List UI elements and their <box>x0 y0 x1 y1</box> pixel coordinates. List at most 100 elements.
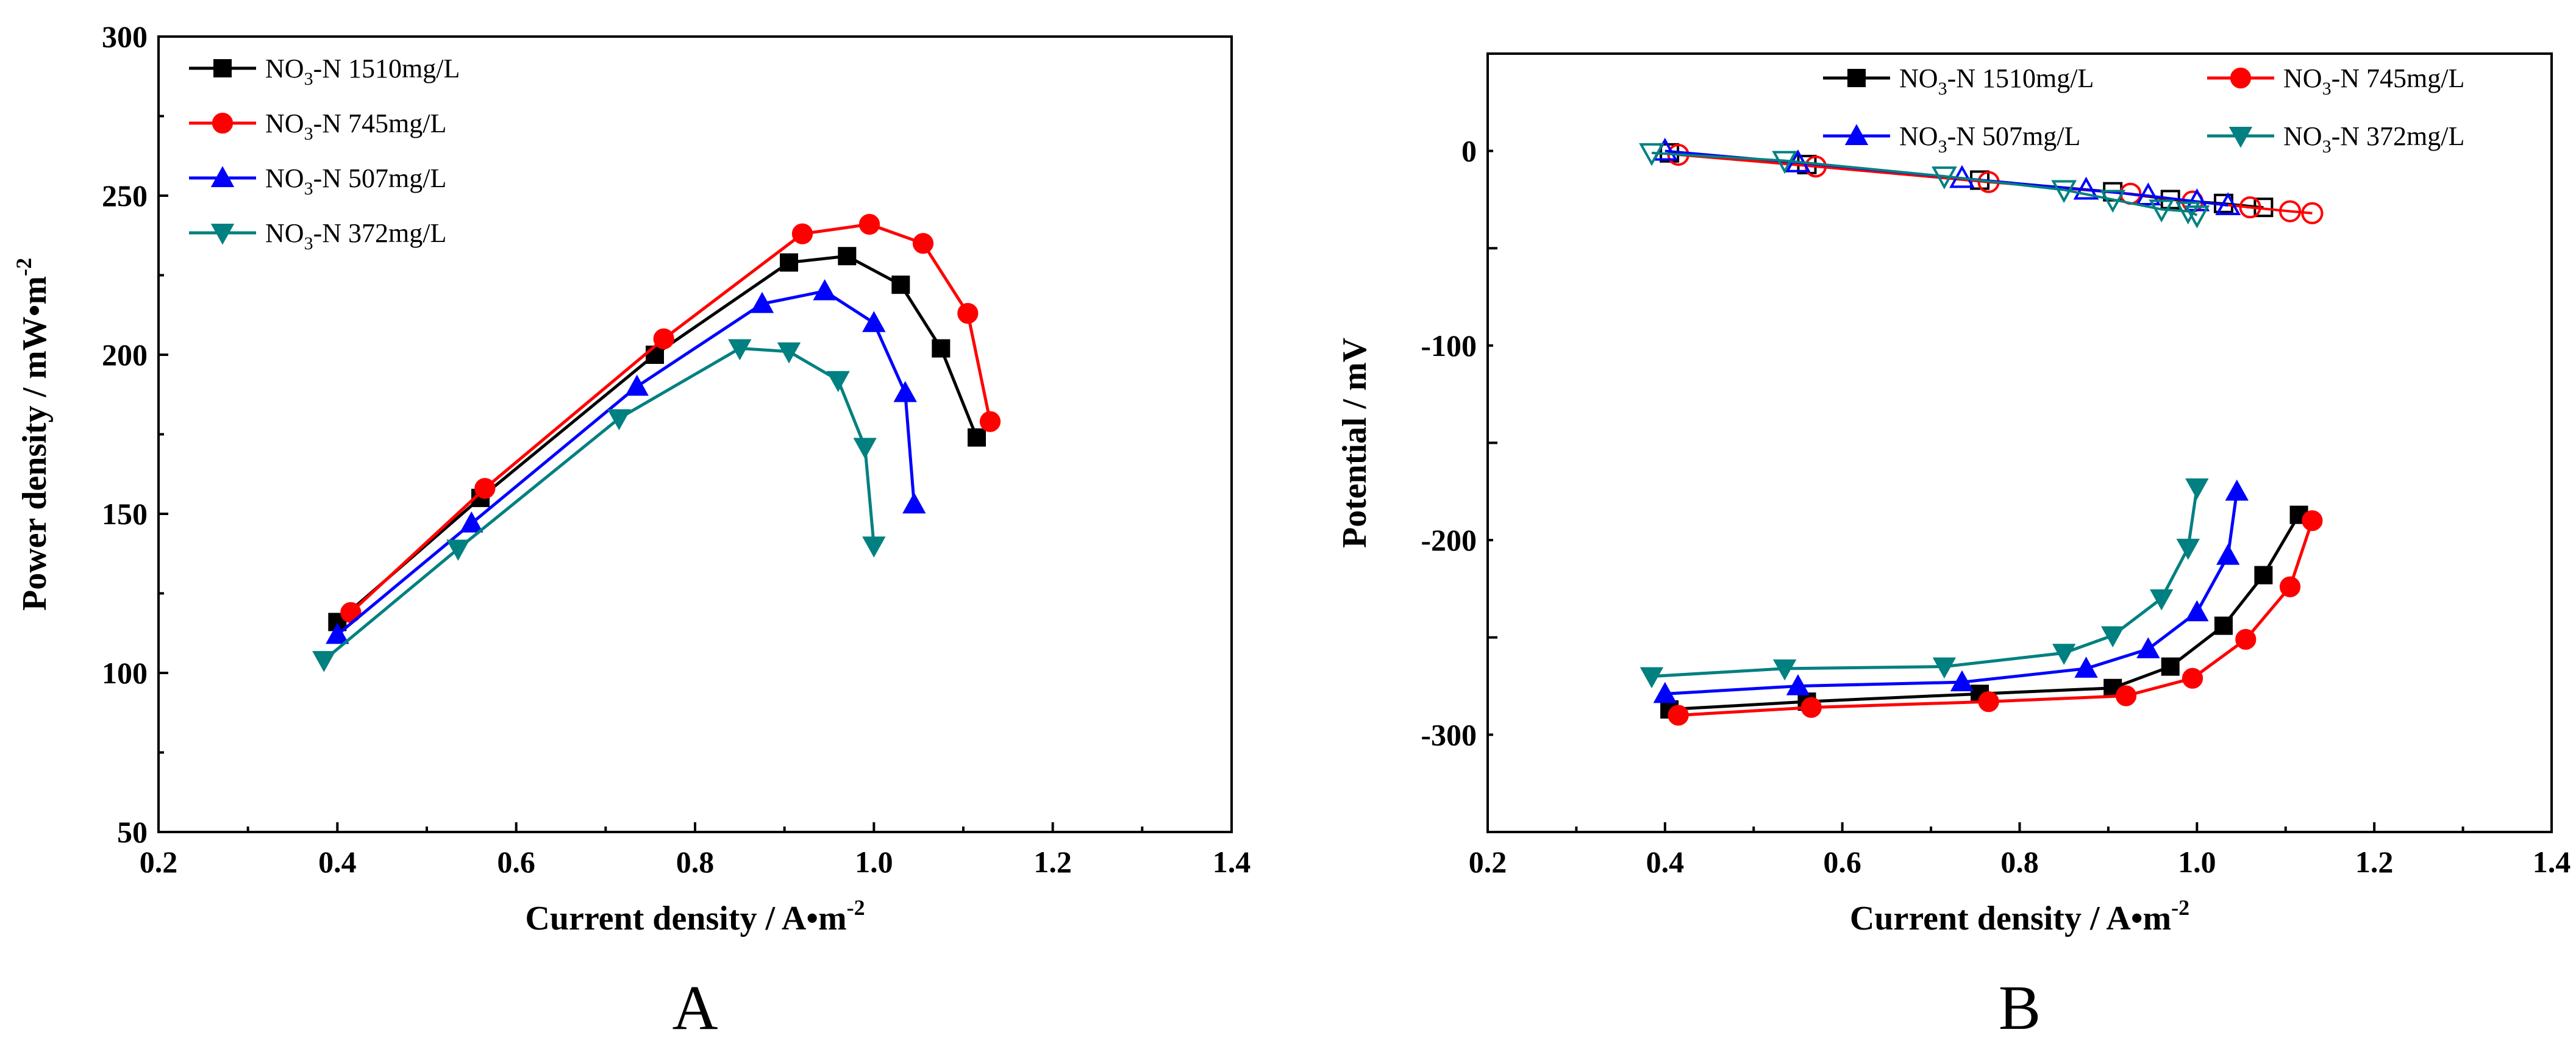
panel-b-data-point <box>2235 628 2257 650</box>
panel-b-y-tick-label: -300 <box>1421 717 1477 752</box>
panel-b-legend-label: NO3-N 745mg/L <box>2283 63 2464 99</box>
panel-b-data-point <box>2052 644 2076 665</box>
panel-a-legend-label: NO3-N 1510mg/L <box>265 54 460 89</box>
panel-a-data-point <box>838 247 857 266</box>
panel-a-power-density-chart: 0.2 0.4 0.6 0.8 1.0 1.2 1.4 50 100 150 200 250 300 Cu… <box>12 20 1251 1043</box>
panel-a-x-tick-label: 1.0 <box>855 845 893 879</box>
panel-b-data-point <box>1978 691 1999 713</box>
panel-a-data-point <box>932 339 951 358</box>
panel-a-legend-entry: NO3-N 507mg/L <box>189 163 446 199</box>
panel-b-anode-data-point <box>1639 143 1664 166</box>
panel-b-plot-frame <box>1486 52 2553 833</box>
panel-b-anode-data-point <box>2149 199 2175 223</box>
panel-b-x-tick-label: 1.0 <box>2178 845 2216 879</box>
panel-a-data-point <box>912 233 934 254</box>
panel-a-data-point <box>750 291 774 313</box>
panel-b-data-point <box>2115 685 2137 706</box>
panel-b-data-point <box>2161 657 2180 676</box>
panel-b-legend-marker <box>2228 127 2253 148</box>
panel-b-x-axis-title: Current density / A•m-2 <box>1850 895 2189 937</box>
panel-a-data-point <box>446 539 470 561</box>
panel-b-data-point <box>1653 681 1677 703</box>
panel-b-series-2 <box>1652 138 2249 703</box>
panel-a-data-point <box>968 428 986 447</box>
panel-b-data-point <box>2185 600 2209 622</box>
panel-a-data-point <box>625 374 649 396</box>
panel-a-data-point <box>826 371 850 393</box>
panel-b-legend-marker <box>2230 67 2252 89</box>
panel-a-y-tick-label: 100 <box>102 656 148 690</box>
panel-a-y-axis-title: Power density / mW•m-2 <box>12 258 54 611</box>
panel-b-x-tick-label: 0.8 <box>2000 845 2039 879</box>
panel-b-series-1 <box>1667 143 2324 726</box>
panel-b-data-point <box>1668 705 1689 726</box>
panel-b-data-point <box>2214 616 2233 635</box>
panel-a-y-tick-label: 200 <box>102 338 148 372</box>
panel-b-legend-entry: NO3-N 507mg/L <box>1823 121 2080 157</box>
panel-a-data-point <box>791 223 813 244</box>
panel-b-data-point <box>2100 626 2125 648</box>
panel-b-data-point <box>2136 637 2160 658</box>
panel-b-series-line <box>1651 487 2199 678</box>
panel-a-legend-entry: NO3-N 372mg/L <box>189 218 446 254</box>
panel-b-y-tick-label: 0 <box>1461 134 1477 168</box>
panel-b-legend-entry: NO3-N 745mg/L <box>2207 63 2464 99</box>
panel-b-anode-data-point <box>2051 180 2077 204</box>
panel-b-y-tick-label: -200 <box>1421 523 1477 557</box>
panel-b-anode-data-point <box>2184 205 2210 229</box>
panel-b-anode-data-point <box>2100 190 2126 213</box>
panel-b-legend-entry: NO3-N 372mg/L <box>2207 121 2464 157</box>
panel-a-data-point <box>780 253 798 272</box>
panel-b-legend-label: NO3-N 507mg/L <box>1899 121 2080 157</box>
panel-b-data-point <box>2302 510 2323 532</box>
panel-b-data-point <box>2182 667 2203 689</box>
panel-b-data-point <box>1800 697 1822 718</box>
panel-a-label: A <box>672 973 718 1043</box>
panel-a-data-point <box>653 328 674 350</box>
panel-b-anode-data-point <box>2184 188 2210 212</box>
panel-b-data-point <box>1772 659 1797 681</box>
panel-a-legend-entry: NO3-N 1510mg/L <box>189 54 460 89</box>
panel-a-data-point <box>902 492 926 514</box>
panel-a-data-point <box>813 279 837 300</box>
panel-a-data-point <box>858 213 880 235</box>
panel-a-data-point <box>607 409 631 430</box>
panel-a-data-point <box>728 339 752 361</box>
panel-b-data-point <box>1639 667 1664 689</box>
panel-b-series-line <box>1664 491 2239 695</box>
panel-a-x-axis-title: Current density / A•m-2 <box>525 895 865 937</box>
panel-b-polarization-chart: 0.2 0.4 0.6 0.8 1.0 1.2 1.4 -300 -200 -100 0 Curren… <box>1336 52 2571 1043</box>
panel-b-data-point <box>2149 589 2174 611</box>
panel-b-anode-data-point <box>2278 200 2302 222</box>
panel-a-legend-label: NO3-N 372mg/L <box>265 218 446 254</box>
panel-b-data-point <box>2176 538 2200 560</box>
panel-b-anode-data-point <box>1931 166 1957 190</box>
panel-a-data-point <box>891 276 910 294</box>
panel-a-y-tick-label: 300 <box>102 20 148 54</box>
panel-b-data-point <box>2216 544 2240 565</box>
panel-a-plot-frame <box>157 35 1233 833</box>
panel-a-data-point <box>893 381 917 402</box>
panel-b-legend-label: NO3-N 1510mg/L <box>1899 63 2094 99</box>
panel-a-data-point <box>777 342 801 364</box>
panel-b-legend: NO3-N 1510mg/L NO3-N 745mg/L NO3-N 507mg/L… <box>1823 63 2464 157</box>
panel-a-data-point <box>853 438 877 459</box>
panel-a-x-tick-label: 0.2 <box>140 845 178 879</box>
panel-a-series-3 <box>312 339 886 672</box>
panel-a-legend-marker <box>213 59 232 77</box>
panel-a-data-point <box>862 536 886 558</box>
panel-a-x-tick-label: 0.6 <box>497 845 535 879</box>
panel-a-data-point <box>646 346 664 364</box>
panel-b-legend-marker <box>1844 124 1869 145</box>
panel-a-data-point <box>460 511 483 533</box>
panel-b-data-point <box>2185 478 2209 500</box>
panel-a-legend-label: NO3-N 507mg/L <box>265 163 446 199</box>
panel-b-data-point <box>1950 670 1974 692</box>
panel-b-series-0 <box>1660 143 2308 719</box>
panel-a-legend-label: NO3-N 745mg/L <box>265 108 446 144</box>
panel-a-y-tick-label: 50 <box>117 815 148 849</box>
panel-a-data-point <box>957 303 979 324</box>
panel-a-series-line <box>349 222 992 614</box>
panel-b-anode-data-point <box>2239 196 2261 219</box>
